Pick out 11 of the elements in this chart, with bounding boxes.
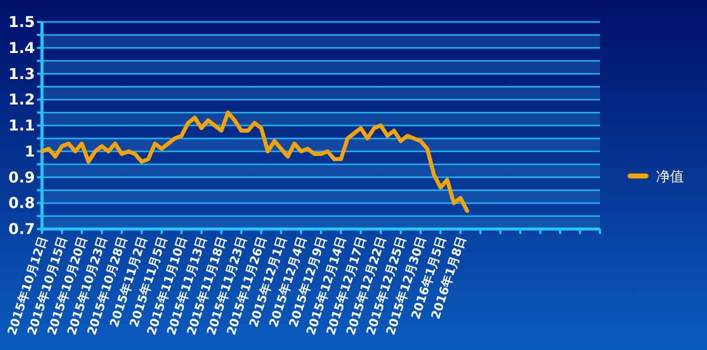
y-tick-label: 0.8 <box>8 194 35 212</box>
y-tick-label: 0.7 <box>8 220 35 238</box>
y-tick-label: 1.3 <box>8 64 35 83</box>
y-tick-label: 1.1 <box>8 116 35 134</box>
y-tick-label: 1.5 <box>8 13 35 31</box>
y-tick-label: 1 <box>24 142 35 160</box>
line-series <box>40 110 470 213</box>
y-tick-label: 0.9 <box>8 168 35 186</box>
legend-label: 净值 <box>656 169 684 185</box>
y-tick-label: 1.4 <box>8 38 35 57</box>
y-tick-label: 1.2 <box>8 90 35 109</box>
